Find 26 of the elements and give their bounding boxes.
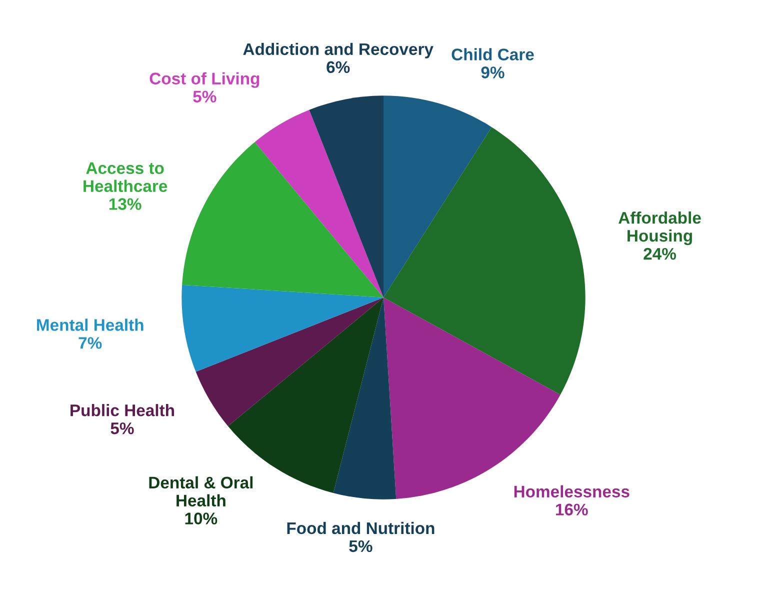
data-label: 16% xyxy=(556,504,588,516)
pie-slice xyxy=(182,142,384,298)
slice-label: Public Health xyxy=(70,404,174,416)
pie-slice xyxy=(384,127,586,395)
pie-slice xyxy=(254,110,384,298)
data-label: 10% xyxy=(185,512,218,524)
slice-label: Homelessness xyxy=(514,485,630,498)
data-label: 5% xyxy=(110,422,134,434)
slice-label: Affordable Housing xyxy=(618,212,701,246)
pie-slice xyxy=(182,284,384,372)
pie-slice xyxy=(384,96,492,298)
slice-label: Access to Healthcare xyxy=(84,162,168,192)
pie-slice xyxy=(196,298,384,426)
slice-label: Food and Nutrition xyxy=(287,522,434,534)
data-label: 7% xyxy=(78,337,102,349)
slice-label: Mental Health xyxy=(37,318,144,331)
data-label: 24% xyxy=(644,248,676,260)
slice-label: Addiction and Recovery xyxy=(243,42,434,58)
slice-label: Cost of Living xyxy=(150,72,260,88)
data-label: 9% xyxy=(481,66,504,78)
slice-label: Child Care xyxy=(452,48,534,60)
data-label: 13% xyxy=(109,198,142,210)
data-label: 5% xyxy=(193,90,216,103)
data-label: 6% xyxy=(326,61,350,74)
slice-label: Dental & Oral Health xyxy=(149,476,253,506)
data-label: 5% xyxy=(349,540,372,552)
